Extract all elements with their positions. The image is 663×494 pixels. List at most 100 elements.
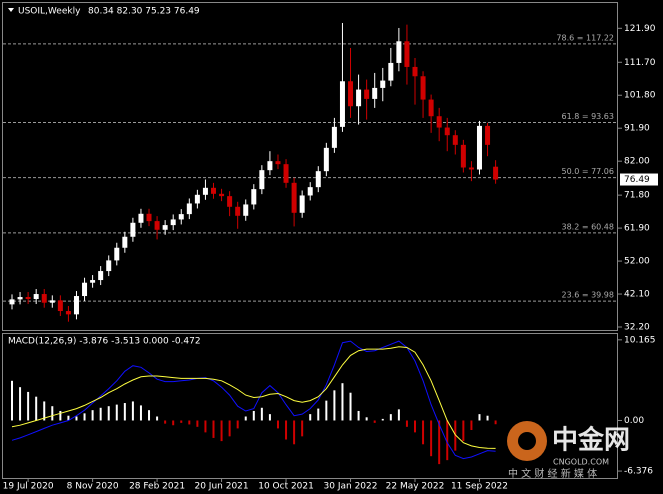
header-values: 80.34 82.30 75.23 76.49: [88, 7, 200, 17]
candle-body: [243, 204, 249, 216]
x-tick-label: 8 Nov 2020: [67, 482, 119, 492]
candle-body: [436, 116, 442, 128]
y-tick-label: 101.80: [624, 91, 656, 101]
candle-body: [404, 41, 410, 67]
y-tick-label: -6.376: [624, 467, 653, 477]
candle-body: [315, 171, 321, 188]
candle-body: [275, 161, 281, 165]
candle-body: [57, 300, 63, 312]
fib-label: 61.8 = 93.63: [561, 112, 614, 121]
candle-body: [307, 187, 313, 196]
candle-body: [219, 193, 225, 197]
candle-body: [323, 147, 329, 172]
candle-body: [202, 187, 208, 195]
candle-body: [65, 311, 71, 315]
candle-body: [194, 194, 200, 204]
y-tick-label: 82.00: [624, 157, 650, 167]
candle-body: [251, 189, 257, 205]
candle-body: [291, 182, 297, 213]
candle-body: [299, 195, 305, 213]
y-tick-label: 121.90: [624, 24, 656, 34]
chart-title: USOIL,Weekly: [18, 7, 81, 17]
candle-body: [468, 167, 474, 170]
candle-body: [331, 126, 337, 148]
candle-body: [122, 236, 128, 248]
macd-line: [11, 346, 496, 449]
candle-body: [476, 125, 482, 170]
fib-label: 50.0 = 77.06: [561, 167, 614, 176]
candle-body: [388, 62, 394, 81]
y-tick-label: 91.90: [624, 124, 650, 134]
candle-body: [380, 80, 386, 88]
candle-body: [460, 144, 466, 168]
candle-body: [348, 81, 354, 107]
candle-body: [364, 89, 370, 99]
candle-body: [25, 297, 31, 300]
x-tick-label: 28 Feb 2021: [129, 482, 185, 492]
price-panel: [2, 2, 618, 331]
candle-body: [90, 280, 96, 283]
candle-body: [227, 196, 233, 207]
y-tick-label: 0.00: [624, 416, 644, 426]
y-tick-label: 52.00: [624, 257, 650, 267]
macd-line: [11, 340, 496, 460]
candle-body: [372, 87, 378, 99]
candle-body: [49, 300, 55, 303]
y-tick-label: 111.70: [624, 58, 656, 68]
logo-hole: [518, 432, 536, 450]
candle-body: [259, 170, 265, 190]
candle-body: [493, 166, 499, 180]
fib-label: 78.6 = 117.22: [556, 33, 614, 42]
fib-label: 38.2 = 60.48: [561, 222, 614, 231]
candle-body: [41, 294, 47, 303]
x-tick-label: 10 Oct 2021: [258, 482, 314, 492]
candle-body: [186, 203, 192, 215]
candle-body: [267, 161, 273, 171]
y-tick-label: 71.80: [624, 191, 650, 201]
candle-body: [170, 219, 176, 226]
y-tick-label: 42.10: [624, 290, 650, 300]
fib-label: 23.6 = 39.98: [561, 291, 614, 300]
candle-body: [33, 294, 39, 300]
candle-body: [444, 127, 450, 136]
candle-body: [485, 125, 491, 145]
candle-body: [420, 76, 426, 100]
candle-body: [17, 297, 23, 300]
y-tick-label: 32.20: [624, 323, 650, 333]
candle-body: [138, 213, 144, 223]
x-tick-label: 22 May 2022: [386, 482, 445, 492]
macd-panel: [2, 333, 618, 479]
slogan: 中 文 财 经 新 媒 体: [508, 467, 597, 480]
candle-body: [106, 260, 112, 272]
candle-body: [130, 222, 136, 237]
macd-title: MACD(12,26,9) -3.876 -3.513 0.000 -0.472: [8, 337, 201, 347]
candle-body: [154, 221, 160, 230]
x-tick-label: 11 Sep 2022: [451, 482, 508, 492]
brand: 中金网: [552, 425, 630, 456]
candle-body: [356, 89, 362, 107]
candle-body: [73, 296, 79, 315]
candle-body: [412, 66, 418, 77]
price-label: 76.49: [624, 175, 650, 185]
y-tick-label: 10.165: [624, 335, 656, 345]
candle-body: [178, 214, 184, 220]
x-tick-label: 30 Jan 2022: [324, 482, 378, 492]
candle-body: [146, 213, 152, 222]
candle-body: [452, 135, 458, 145]
candle-body: [283, 164, 289, 183]
menu-arrow: [8, 8, 14, 12]
x-tick-label: 20 Jun 2021: [194, 482, 248, 492]
candle-body: [114, 247, 120, 261]
candle-body: [235, 206, 241, 216]
site: CNGOLD.COM: [553, 458, 609, 467]
candle-body: [428, 99, 434, 117]
x-tick-label: 19 Jul 2020: [3, 482, 54, 492]
candle-body: [9, 299, 15, 305]
price-box: [620, 173, 658, 186]
watermark: 中金网 CNGOLD.COM 中 文 财 经 新 媒 体: [507, 421, 630, 480]
y-tick-label: 61.90: [624, 224, 650, 234]
candle-body: [339, 81, 345, 127]
candle-body: [98, 271, 104, 281]
